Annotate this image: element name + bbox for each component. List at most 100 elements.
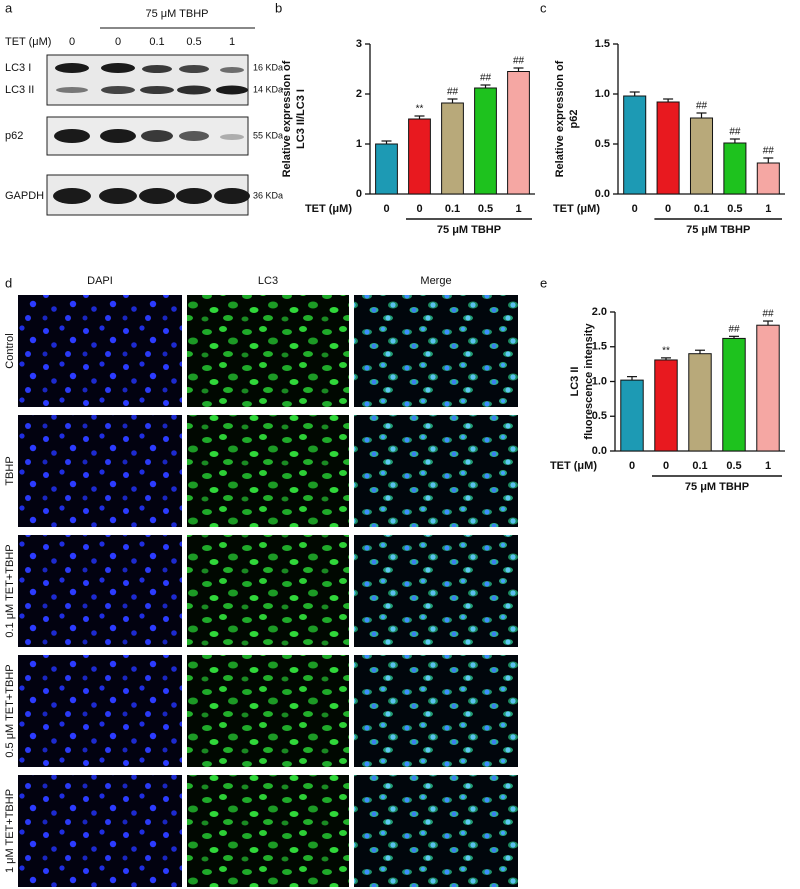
y-tick-label: 3 [356,38,362,50]
column-label: LC3 [258,275,278,287]
micrograph [187,655,349,767]
x-tick-label: 1 [515,203,521,215]
bar [656,101,680,195]
y-tick-label: 1.5 [595,38,610,50]
error-bar [696,112,707,118]
error-bar [414,115,425,119]
size-label: 36 KDa [253,190,283,200]
treatment-label: 75 μM TBHP [146,8,209,20]
bar [408,118,431,195]
micrograph [18,535,182,647]
x-tick-label: 0.1 [445,203,460,215]
y-axis-label: Relative expression of [554,60,566,177]
y-axis-label: p62 [568,110,580,129]
y-tick-label: 0.0 [595,188,610,200]
error-bar [729,335,739,339]
y-axis-label: LC3 II/LC3 I [295,89,307,149]
y-axis-label: fluorescence intensity [583,323,595,440]
protein-label: LC3 I [5,62,31,74]
significance: ## [513,56,525,67]
significance: ## [763,146,775,157]
protein-label: p62 [5,130,23,142]
bar [620,379,644,452]
significance: ## [762,309,774,320]
column-label: DAPI [87,275,113,287]
error-bar [381,140,392,144]
error-bar [627,376,637,381]
x-axis-label: TET (μM) [305,203,352,215]
error-bar [513,67,524,72]
x-axis-label: TET (μM) [553,203,600,215]
micrograph [354,295,518,407]
x-tick-label: 0.1 [692,460,707,472]
y-tick-label: 0.0 [592,445,607,457]
error-bar [763,320,773,326]
bar [375,143,398,195]
group-label: 75 μM TBHP [686,224,750,236]
x-tick-label: 0 [629,460,635,472]
panel-label: c [540,0,547,15]
error-bar [695,349,705,354]
x-tick-label: 0 [665,203,671,215]
bar [756,324,780,452]
y-tick-label: 1 [356,138,362,150]
micrograph [354,535,518,647]
x-tick-label: 0 [632,203,638,215]
lane-label: 0.5 [186,36,201,48]
size-label: 14 KDa [253,84,283,94]
y-tick-label: 0.5 [595,138,610,150]
significance: ## [728,324,740,335]
x-tick-label: 0 [383,203,389,215]
x-tick-label: 0.5 [727,203,742,215]
lane-label: 0 [69,36,75,48]
micrograph [18,775,182,887]
micrograph [18,655,182,767]
micrograph [18,295,182,407]
significance: ## [729,127,741,138]
x-tick-label: 1 [765,460,771,472]
micrograph [187,415,349,527]
error-bar [629,91,640,96]
panel-label: a [5,0,13,15]
micrograph [187,775,349,887]
y-axis-label: LC3 II [569,367,581,397]
row-label: 1 μM TET+TBHP [4,789,16,873]
x-tick-label: 0 [663,460,669,472]
bar [623,95,647,195]
y-tick-label: 1.0 [595,88,610,100]
error-bar [663,98,674,102]
bar [507,71,530,195]
y-tick-label: 0 [356,188,362,200]
blot-frame [46,54,249,106]
row-label: 0.1 μM TET+TBHP [4,544,16,637]
x-tick-label: 0.1 [694,203,709,215]
lane-label: 0 [115,36,121,48]
row-label: 0.5 μM TET+TBHP [4,664,16,757]
row-label: TBHP [4,456,16,485]
group-label: 75 μM TBHP [685,481,749,493]
y-tick-label: 1.0 [592,375,607,387]
bar [441,102,464,195]
bar [722,337,746,452]
row-label: Control [4,333,16,368]
error-bar [447,98,458,103]
bar [688,353,712,452]
x-tick-label: 0 [416,203,422,215]
dose-label: TET (μM) [5,36,51,48]
blot-bands [53,63,250,204]
bar [654,359,678,452]
y-tick-label: 2.0 [592,306,607,318]
x-tick-label: 0.5 [726,460,741,472]
x-axis-label: TET (μM) [550,460,597,472]
panel-label: e [540,275,547,290]
column-label: Merge [420,275,451,287]
bar [756,162,780,195]
significance: ## [447,87,459,98]
bar [689,117,714,195]
bar [723,142,747,195]
y-axis-label: Relative expression of [281,60,293,177]
protein-label: GAPDH [5,190,44,202]
significance: ** [416,104,424,115]
y-tick-label: 0.5 [592,410,607,422]
